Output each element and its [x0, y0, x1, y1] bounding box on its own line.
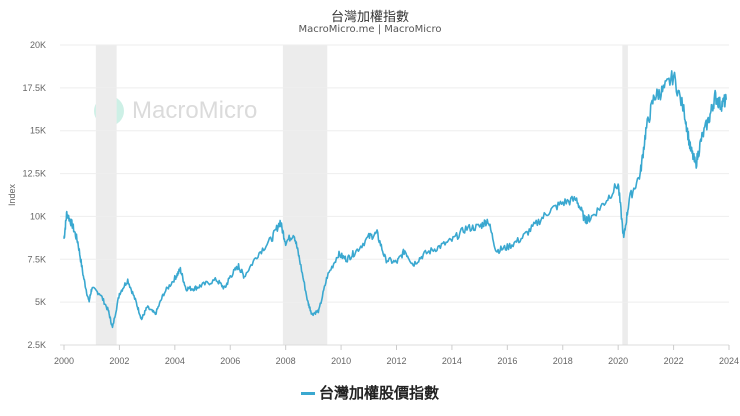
chart-title: 台灣加權指數 — [330, 10, 409, 25]
y-tick-label: 12.5K — [22, 169, 46, 179]
y-tick-label: 20K — [30, 40, 46, 50]
y-tick-label: 15K — [30, 126, 46, 136]
x-tick-label: 2014 — [442, 356, 462, 366]
recession-band — [622, 45, 628, 345]
x-tick-label: 2000 — [54, 356, 74, 366]
y-tick-label: 2.5K — [27, 340, 46, 350]
x-tick-label: 2006 — [220, 356, 240, 366]
x-tick-label: 2016 — [497, 356, 517, 366]
x-tick-label: 2008 — [276, 356, 296, 366]
x-tick-label: 2012 — [386, 356, 406, 366]
y-tick-label: 17.5K — [22, 83, 46, 93]
y-tick-label: 7.5K — [27, 254, 46, 264]
x-tick-label: 2018 — [553, 356, 573, 366]
watermark-text: MacroMicro — [132, 97, 258, 124]
series-line — [63, 70, 728, 329]
x-tick-label: 2002 — [109, 356, 129, 366]
x-tick-label: 2004 — [165, 356, 185, 366]
legend-label: 台灣加權股價指數 — [318, 384, 439, 402]
x-tick-label: 2020 — [608, 356, 628, 366]
recession-band — [95, 45, 117, 345]
legend-swatch — [300, 392, 315, 395]
legend[interactable]: 台灣加權股價指數 — [0, 382, 740, 403]
y-tick-label: 10K — [30, 211, 46, 221]
x-tick-label: 2022 — [664, 356, 684, 366]
recession-band — [282, 45, 328, 345]
x-tick-label: 2010 — [331, 356, 351, 366]
chart-subtitle: MacroMicro.me | MacroMicro — [298, 24, 442, 35]
x-tick-label: 2024 — [719, 356, 739, 366]
y-axis-label: Index — [7, 183, 17, 206]
chart-plot: 2.5K 5K 7.5K 10K 12.5K 15K 17.5K 20K 2000 2002 200… — [7, 40, 739, 366]
y-tick-label: 5K — [35, 297, 46, 307]
